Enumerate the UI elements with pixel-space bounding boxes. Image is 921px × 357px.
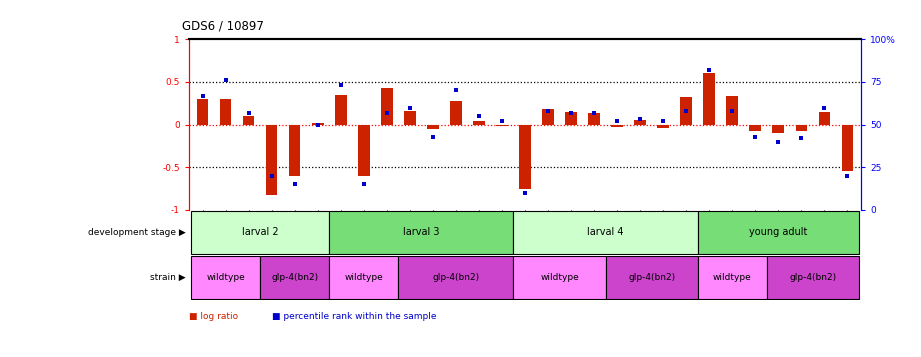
- Bar: [330, 256, 399, 298]
- Text: ■ percentile rank within the sample: ■ percentile rank within the sample: [272, 312, 437, 321]
- Bar: [289, 125, 300, 176]
- Text: wildtype: wildtype: [713, 273, 752, 282]
- Bar: [260, 256, 330, 298]
- Text: glp-4(bn2): glp-4(bn2): [628, 273, 675, 282]
- Text: larval 4: larval 4: [588, 227, 624, 237]
- Bar: [398, 256, 514, 298]
- Bar: [312, 123, 323, 125]
- Bar: [681, 97, 692, 125]
- Bar: [192, 256, 260, 298]
- Text: young adult: young adult: [749, 227, 808, 237]
- Bar: [750, 125, 761, 131]
- Bar: [330, 211, 514, 254]
- Bar: [358, 125, 369, 176]
- Text: glp-4(bn2): glp-4(bn2): [789, 273, 836, 282]
- Bar: [698, 211, 859, 254]
- Text: strain ▶: strain ▶: [150, 273, 185, 282]
- Bar: [565, 112, 577, 125]
- Bar: [243, 116, 254, 125]
- Text: GDS6 / 10897: GDS6 / 10897: [182, 19, 264, 32]
- Bar: [842, 125, 853, 171]
- Text: wildtype: wildtype: [206, 273, 245, 282]
- Bar: [197, 99, 208, 125]
- Bar: [727, 96, 738, 125]
- Bar: [450, 101, 461, 125]
- Bar: [427, 125, 438, 129]
- Bar: [514, 211, 698, 254]
- Bar: [266, 125, 277, 195]
- Text: glp-4(bn2): glp-4(bn2): [432, 273, 480, 282]
- Bar: [335, 95, 346, 125]
- Text: larval 2: larval 2: [242, 227, 278, 237]
- Bar: [589, 112, 600, 125]
- Text: development stage ▶: development stage ▶: [87, 228, 185, 237]
- Text: wildtype: wildtype: [344, 273, 383, 282]
- Text: glp-4(bn2): glp-4(bn2): [271, 273, 319, 282]
- Bar: [473, 121, 484, 125]
- Bar: [606, 256, 698, 298]
- Bar: [635, 120, 646, 125]
- Bar: [496, 125, 507, 126]
- Text: wildtype: wildtype: [540, 273, 579, 282]
- Bar: [612, 125, 623, 127]
- Bar: [542, 109, 554, 125]
- Text: larval 3: larval 3: [403, 227, 439, 237]
- Bar: [381, 88, 392, 125]
- Bar: [773, 125, 784, 133]
- Bar: [519, 125, 530, 190]
- Bar: [658, 125, 669, 128]
- Bar: [767, 256, 859, 298]
- Bar: [698, 256, 767, 298]
- Bar: [404, 111, 415, 125]
- Text: ■ log ratio: ■ log ratio: [189, 312, 238, 321]
- Bar: [220, 99, 231, 125]
- Bar: [796, 125, 807, 131]
- Bar: [704, 74, 715, 125]
- Bar: [819, 112, 830, 125]
- Bar: [192, 211, 330, 254]
- Bar: [514, 256, 606, 298]
